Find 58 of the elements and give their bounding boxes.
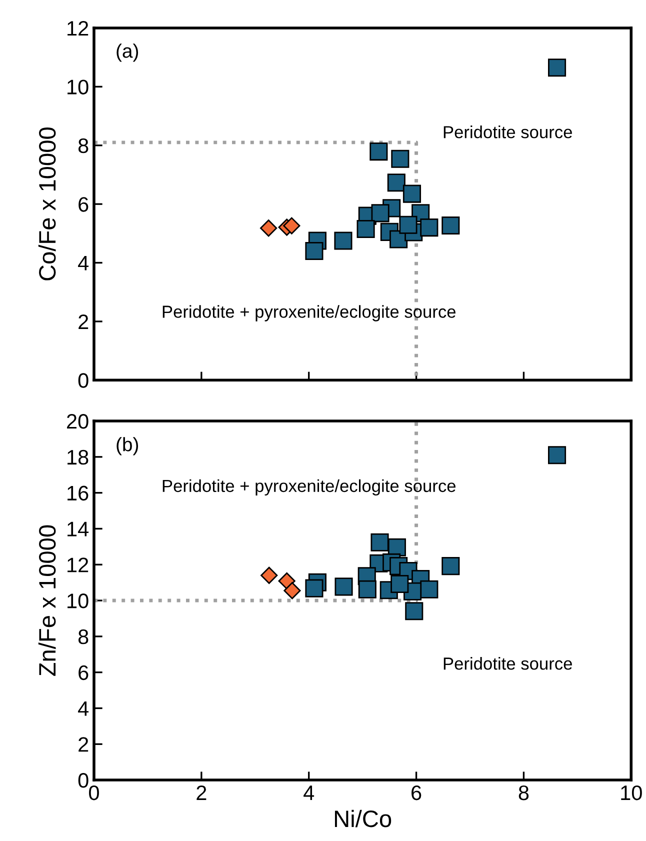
- point: [442, 557, 460, 576]
- y-tick-label: 2: [78, 737, 88, 752]
- point: [442, 216, 460, 235]
- annotation: Peridotite source: [444, 126, 572, 138]
- point: [420, 580, 438, 598]
- y-tick-label: 4: [78, 701, 89, 716]
- point: [387, 174, 406, 192]
- y-tick-label: 10: [68, 80, 88, 94]
- y-tick-label: 6: [78, 665, 88, 680]
- x-tick-label: 8: [518, 785, 529, 800]
- y-tick-label: 8: [78, 629, 88, 644]
- y-tick-label: 14: [68, 522, 89, 536]
- y-tick-label: 4: [78, 256, 89, 270]
- point: [371, 204, 390, 222]
- y-tick-label: 10: [68, 594, 88, 608]
- annotation: (a): [116, 44, 138, 62]
- y-tick-label: 20: [67, 414, 88, 429]
- y-tick-label: 12: [68, 558, 88, 572]
- annotation: Peridotite + pyroxenite/eclogite source: [162, 479, 456, 496]
- point: [334, 232, 352, 250]
- point: [399, 216, 418, 234]
- point: [370, 533, 389, 552]
- annotation: Peridotite source: [444, 657, 572, 670]
- y-axis-title: Zn/Fe x 10000: [38, 525, 56, 676]
- point: [420, 218, 438, 237]
- point: [405, 602, 424, 620]
- y-tick-label: 16: [68, 486, 88, 501]
- y-tick-label: 0: [78, 773, 88, 788]
- point: [402, 184, 422, 203]
- point: [260, 220, 278, 237]
- x-tick-label: 2: [196, 785, 206, 800]
- x-tick-label: 0: [89, 785, 99, 800]
- y-axis-title: Co/Fe x 10000: [38, 128, 56, 280]
- point: [356, 220, 375, 238]
- x-tick-label: 6: [412, 785, 422, 800]
- annotation: (b): [116, 437, 138, 456]
- point: [358, 580, 376, 598]
- point: [370, 142, 388, 161]
- point: [283, 217, 300, 234]
- x-axis-title: Ni/Co: [334, 810, 392, 828]
- point: [391, 150, 410, 168]
- point: [334, 578, 353, 596]
- y-tick-label: 8: [78, 138, 88, 154]
- y-tick-label: 0: [78, 373, 88, 388]
- x-tick-label: 10: [621, 785, 642, 800]
- point: [548, 446, 566, 464]
- point: [284, 582, 301, 600]
- y-tick-label: 12: [68, 21, 88, 36]
- point: [260, 566, 278, 584]
- x-tick-label: 4: [304, 786, 314, 800]
- y-tick-label: 2: [78, 314, 88, 329]
- y-tick-label: 18: [68, 450, 88, 465]
- point: [390, 574, 409, 594]
- y-tick-label: 6: [78, 197, 88, 212]
- annotation: Peridotite + pyroxenite/eclogite source: [162, 305, 456, 322]
- point: [305, 242, 324, 260]
- point: [305, 579, 324, 598]
- point: [548, 58, 566, 77]
